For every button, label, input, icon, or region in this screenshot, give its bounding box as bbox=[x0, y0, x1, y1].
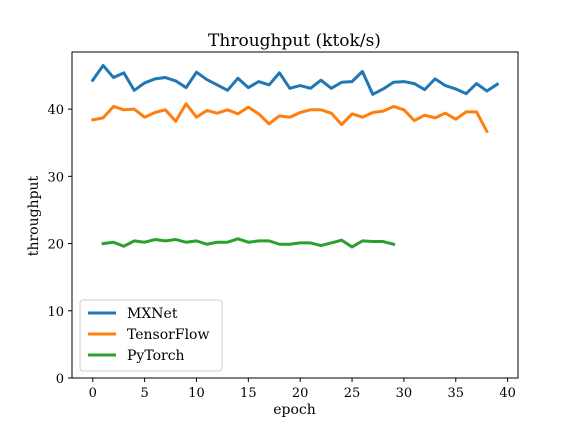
chart-title: Throughput (ktok/s) bbox=[208, 31, 381, 51]
y-tick-label: 20 bbox=[47, 238, 64, 253]
y-tick-label: 0 bbox=[56, 372, 64, 387]
legend-label-tensorflow: TensorFlow bbox=[127, 327, 209, 343]
x-tick-label: 0 bbox=[89, 386, 97, 401]
x-tick-label: 20 bbox=[292, 386, 309, 401]
x-tick-label: 25 bbox=[344, 386, 361, 401]
plot-area: 0 5 10 15 20 25 30 35 40 0 10 20 30 40 bbox=[47, 51, 519, 401]
x-axis-label: epoch bbox=[273, 402, 316, 418]
x-tick-label: 15 bbox=[240, 386, 257, 401]
legend-label-mxnet: MXNet bbox=[127, 306, 178, 322]
legend-box bbox=[79, 299, 223, 372]
x-tick-label: 35 bbox=[447, 386, 464, 401]
series-line-mxnet bbox=[90, 63, 500, 96]
y-tick-label: 30 bbox=[47, 170, 64, 185]
y-tick-label: 40 bbox=[47, 103, 64, 118]
x-tick-label: 5 bbox=[140, 386, 148, 401]
legend: MXNet TensorFlow PyTorch bbox=[79, 299, 223, 372]
x-tick-label: 40 bbox=[499, 386, 516, 401]
y-axis-label: throughput bbox=[26, 175, 42, 256]
x-tick-label: 10 bbox=[188, 386, 205, 401]
legend-label-pytorch: PyTorch bbox=[127, 348, 185, 364]
series-line-tensorflow bbox=[90, 102, 489, 134]
x-tick-label: 30 bbox=[396, 386, 413, 401]
y-tick-label: 10 bbox=[47, 305, 64, 320]
plot-frame bbox=[71, 51, 519, 379]
series-line-pytorch bbox=[101, 237, 396, 249]
